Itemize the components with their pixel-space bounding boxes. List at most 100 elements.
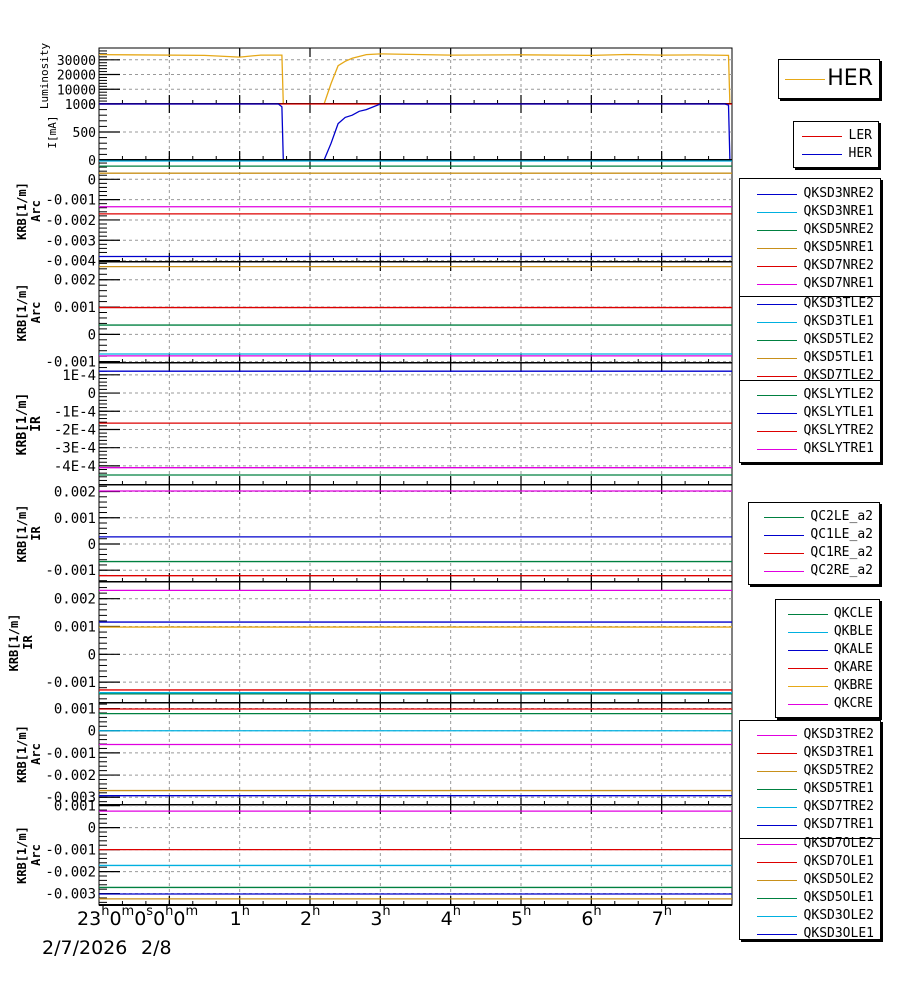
y-tick-label: 0 bbox=[88, 386, 96, 402]
y-axis-label: I[mA] bbox=[46, 115, 59, 148]
legend-item: QC2RE_a2 bbox=[749, 562, 879, 580]
legend-item: QKCRE bbox=[776, 695, 879, 713]
legend-label: QKBRE bbox=[833, 677, 873, 693]
legend-label: QKCRE bbox=[833, 695, 873, 711]
y-axis-label-line: Arc bbox=[29, 844, 43, 866]
y-axis-label: KRB[1/m]Arc bbox=[15, 182, 43, 240]
legend-label: QKSD7NRE2 bbox=[803, 257, 874, 273]
y-tick-label: 0.002 bbox=[54, 485, 96, 501]
legend-swatch bbox=[757, 806, 798, 808]
legend-item: QKCLE bbox=[776, 605, 879, 623]
x-tick-unit: h bbox=[382, 904, 391, 919]
x-tick-label: 4h bbox=[441, 904, 461, 930]
y-tick-label: -0.001 bbox=[45, 843, 96, 859]
plot-frame bbox=[98, 47, 733, 105]
legend-label: QKSD3OLE2 bbox=[803, 908, 874, 923]
legend-swatch bbox=[802, 135, 843, 137]
y-tick-label: -0.003 bbox=[45, 790, 96, 806]
y-axis-label: KRB[1/m]Arc bbox=[15, 725, 43, 783]
y-tick-label: -0.003 bbox=[45, 887, 96, 903]
y-tick-label: 0 bbox=[88, 172, 96, 188]
legend-panel-8: QKSD7OLE2 QKSD7OLE1 QKSD5OLE2 QKSD5OLE1 QKSD… bbox=[739, 836, 881, 943]
x-tick-label: 6h bbox=[581, 904, 601, 930]
legend-label: QKSD5NRE1 bbox=[803, 239, 874, 255]
legend-panel-7: QKSD3TRE2 QKSD3TRE1 QKSD5TRE2 QKSD5TRE1 QKSD… bbox=[739, 720, 881, 839]
legend-panel-1: LER HER bbox=[793, 121, 879, 168]
panel-1: 0 500 1000 I[mA] bbox=[46, 98, 733, 169]
y-axis-label-line: IR bbox=[29, 526, 43, 541]
y-tick-label: 0 bbox=[88, 327, 96, 343]
x-tick-value: 2 bbox=[300, 908, 313, 930]
legend-item: HER bbox=[794, 145, 878, 163]
x-tick-unit: h bbox=[452, 904, 461, 919]
plot-frame bbox=[98, 581, 733, 704]
legend-swatch bbox=[757, 321, 798, 323]
legend-item: QKARE bbox=[776, 659, 879, 677]
legend-label: QC1LE_a2 bbox=[810, 526, 873, 542]
plot-frame bbox=[98, 804, 733, 906]
legend-label: QKSD7OLE2 bbox=[803, 836, 874, 851]
legend-item: QKSD5NRE1 bbox=[740, 239, 880, 257]
legend-swatch bbox=[757, 862, 798, 863]
series-line-her bbox=[99, 103, 732, 161]
legend-label: QKSD7TRE2 bbox=[803, 798, 874, 814]
legend-label: QKSD3OLE1 bbox=[803, 926, 874, 941]
y-axis-label-line: KRB[1/m] bbox=[15, 182, 29, 240]
x-tick-label: 1h bbox=[230, 904, 250, 930]
legend-swatch bbox=[787, 703, 828, 705]
legend-label: HER bbox=[827, 66, 873, 91]
legend-swatch bbox=[785, 79, 825, 80]
legend-item: QKSD3OLE1 bbox=[740, 925, 880, 943]
y-tick-label: 0 bbox=[88, 724, 96, 740]
legend-item: QKSD7TRE2 bbox=[740, 798, 880, 816]
legend-item: LER bbox=[794, 127, 878, 145]
y-tick-label: 20000 bbox=[57, 69, 96, 84]
legend-label: QKSD3NRE1 bbox=[803, 203, 874, 219]
legend-swatch bbox=[757, 788, 798, 790]
legend-swatch bbox=[757, 898, 798, 899]
y-axis-label-line: KRB[1/m] bbox=[15, 284, 29, 342]
legend-panel-4: QKSLYTLE2 QKSLYTLE1 QKSLYTRE2 QKSLYTRE1 bbox=[739, 380, 881, 463]
y-tick-label: 1000 bbox=[65, 98, 96, 113]
legend-swatch bbox=[787, 649, 828, 651]
legend-swatch bbox=[757, 430, 798, 432]
y-axis-label-line: IR bbox=[29, 416, 44, 432]
legend-label: QKSD7NRE1 bbox=[803, 275, 874, 291]
plot-frame bbox=[98, 484, 733, 583]
legend-item: QKSD3TRE1 bbox=[740, 744, 880, 762]
y-axis-label: KRB[1/m]IR bbox=[15, 393, 44, 456]
plot-frame bbox=[98, 159, 733, 263]
legend-swatch bbox=[757, 844, 798, 845]
y-axis-label-line: Arc bbox=[29, 200, 43, 222]
legend-label: QKSD3TLE2 bbox=[803, 295, 874, 311]
x-tick-unit: h bbox=[663, 904, 672, 919]
legend-swatch bbox=[764, 516, 805, 518]
y-axis-label: KRB[1/m]IR bbox=[15, 505, 43, 563]
y-tick-label: 1E-4 bbox=[62, 368, 96, 384]
legend-label: QKSD3TRE2 bbox=[803, 726, 874, 742]
legend-swatch bbox=[757, 412, 798, 414]
x-tick-label: 7h bbox=[651, 904, 672, 930]
legend-label: HER bbox=[848, 145, 872, 161]
x-tick-value: 6 bbox=[581, 908, 594, 930]
legend-item: QC1LE_a2 bbox=[749, 526, 879, 544]
legend-swatch bbox=[787, 667, 828, 669]
series-line-her bbox=[98, 53, 732, 105]
legend-panel-2: QKSD3NRE2 QKSD3NRE1 QKSD5NRE2 QKSD5NRE1 QKSD… bbox=[739, 178, 881, 299]
legend-label: QKSLYTRE1 bbox=[803, 440, 874, 456]
y-tick-label: 0 bbox=[88, 821, 96, 837]
x-tick-value: 3 bbox=[370, 908, 383, 930]
x-tick-value: 7 bbox=[651, 908, 664, 930]
y-axis-label: KRB[1/m]Arc bbox=[15, 826, 43, 884]
legend-item: QKSD3NRE2 bbox=[740, 185, 880, 203]
legend-item: QKSD5OLE2 bbox=[740, 871, 880, 889]
legend-swatch bbox=[757, 916, 798, 917]
legend-item: QKSD5OLE1 bbox=[740, 889, 880, 907]
legend-label: QKSD7TLE2 bbox=[803, 367, 874, 383]
legend-label: QC2LE_a2 bbox=[810, 508, 873, 524]
plot-frame bbox=[98, 362, 733, 486]
y-axis-label-line: I[mA] bbox=[46, 115, 59, 148]
legend-item: QKSD7TRE1 bbox=[740, 816, 880, 834]
